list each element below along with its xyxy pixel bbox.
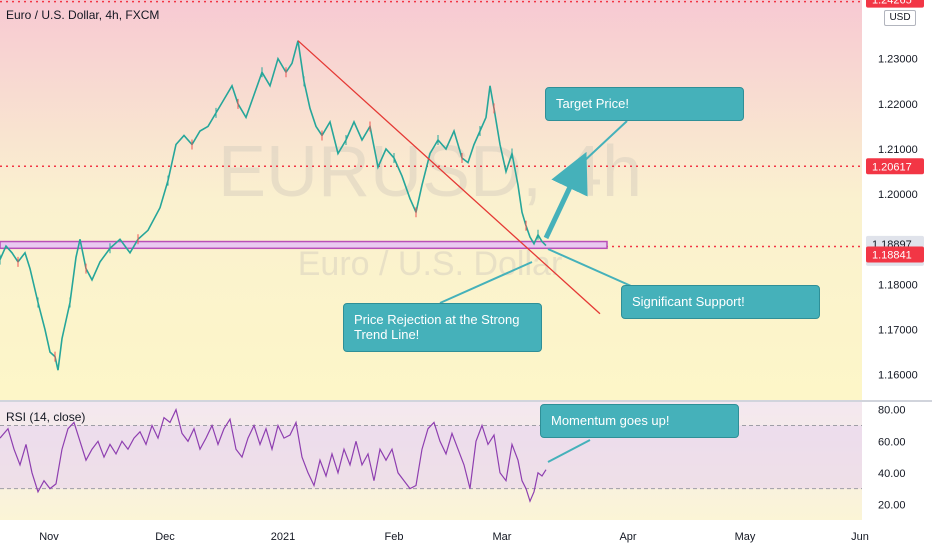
price-tick-0: 1.23000 <box>878 54 918 66</box>
chart-title: Euro / U.S. Dollar, 4h, FXCM <box>6 8 160 22</box>
time-tick-5: Apr <box>619 531 636 543</box>
momentum-connector <box>547 439 591 463</box>
rsi-title: RSI (14, close) <box>6 410 85 424</box>
rsi-line <box>0 407 547 503</box>
support-zone <box>0 240 608 250</box>
rsi-tick-0: 80.00 <box>878 405 906 417</box>
time-tick-0: Nov <box>39 531 59 543</box>
time-tick-1: Dec <box>155 531 175 543</box>
momentum-callout: Momentum goes up! <box>540 404 739 438</box>
price-tick-5: 1.17000 <box>878 325 918 337</box>
rsi-tick-3: 20.00 <box>878 499 906 511</box>
significant-support-callout: Significant Support! <box>621 285 820 319</box>
target-arrow <box>543 151 588 240</box>
price-tick-2: 1.21000 <box>878 144 918 156</box>
level-label-bottom-box <box>866 246 924 263</box>
time-tick-6: May <box>735 531 756 543</box>
time-axis-background <box>0 520 932 550</box>
price-rejection-callout: Price Rejection at the Strong Trend Line… <box>343 303 542 352</box>
trend-line <box>297 40 601 315</box>
target-connector <box>581 120 628 164</box>
rsi-tick-2: 40.00 <box>878 468 906 480</box>
watermark-name: Euro / U.S. Dollar <box>298 245 563 283</box>
level-label-top: 1.24265 <box>872 0 912 7</box>
time-tick-7: Jun <box>851 531 869 543</box>
level-label-bottom: 1.18841 <box>872 249 912 261</box>
target-price-callout: Target Price! <box>545 87 744 121</box>
time-tick-4: Mar <box>493 531 512 543</box>
rejection-connector <box>439 261 533 304</box>
time-tick-2: 2021 <box>271 531 295 543</box>
support-connector <box>547 248 641 291</box>
price-tick-6: 1.16000 <box>878 370 918 382</box>
level-label-top-box <box>866 0 924 8</box>
level-label-mid: 1.20617 <box>872 161 912 173</box>
level-label-mid-box <box>866 158 924 175</box>
price-tick-4: 1.18000 <box>878 279 918 291</box>
time-tick-3: Feb <box>385 531 404 543</box>
price-line <box>0 40 547 371</box>
currency-badge[interactable]: USD <box>884 10 916 26</box>
price-tick-1: 1.22000 <box>878 99 918 111</box>
rsi-tick-1: 60.00 <box>878 436 906 448</box>
price-tick-3: 1.20000 <box>878 189 918 201</box>
